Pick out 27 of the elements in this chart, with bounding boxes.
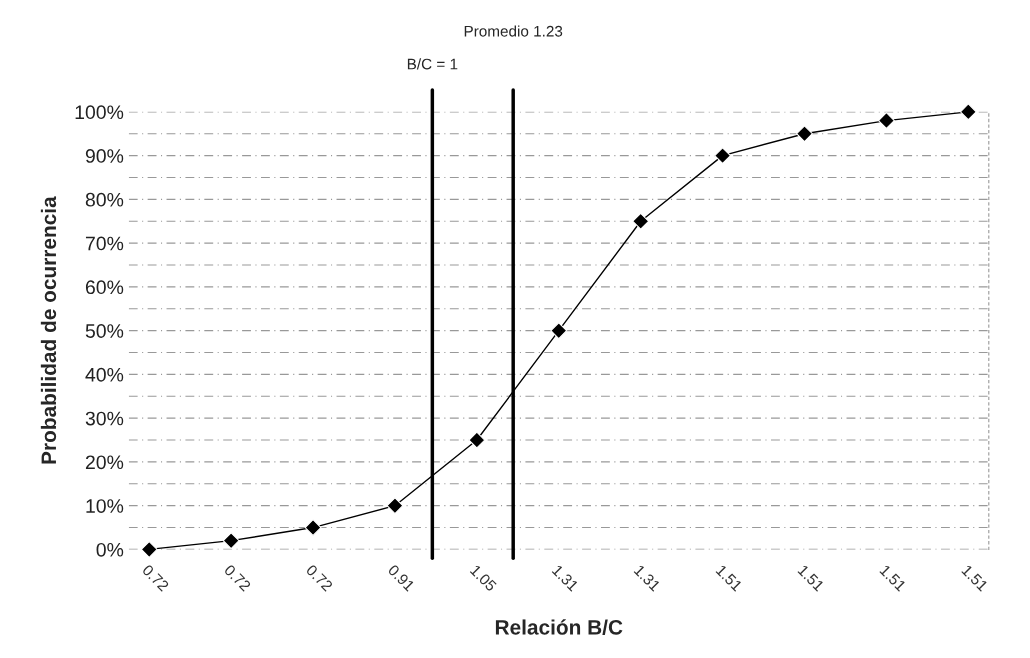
point bbox=[140, 541, 158, 558]
text: Promedio 1.23 bbox=[464, 25, 563, 37]
y-tick-label: 10% bbox=[86, 499, 124, 513]
y-tick-label: 90% bbox=[85, 149, 124, 163]
point bbox=[222, 532, 240, 550]
y-tick-label: 30% bbox=[85, 411, 124, 426]
text: B/C = 1 bbox=[407, 58, 458, 70]
point bbox=[550, 322, 568, 340]
y-tick-label: 100% bbox=[75, 105, 124, 120]
point bbox=[878, 112, 895, 129]
y-tick-label: 70% bbox=[85, 236, 124, 251]
point bbox=[468, 431, 486, 449]
y-tick-label: 60% bbox=[85, 280, 124, 295]
point bbox=[959, 103, 977, 121]
y-tick-label: 80% bbox=[85, 192, 124, 207]
point bbox=[386, 497, 404, 515]
y-axis-title: Probabilidad de ocurrencia bbox=[40, 196, 57, 464]
y-tick-label: 40% bbox=[85, 367, 124, 382]
point bbox=[796, 125, 813, 143]
point bbox=[632, 212, 650, 230]
y-tick-label: 20% bbox=[85, 455, 124, 470]
point bbox=[714, 147, 731, 164]
x-tick-label: 1.05 bbox=[469, 564, 498, 592]
x-axis-title: Relación B/C bbox=[495, 619, 623, 635]
y-tick-label: 50% bbox=[85, 324, 124, 338]
point bbox=[304, 519, 322, 536]
y-tick-label: 0% bbox=[96, 542, 124, 557]
